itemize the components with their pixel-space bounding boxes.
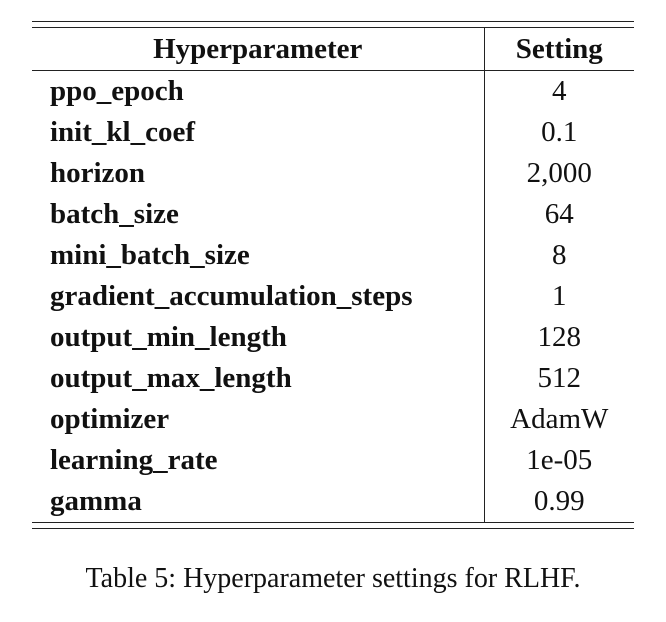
param-value: 1e-05: [484, 440, 634, 481]
hyperparameter-table-block: Hyperparameter Setting ppo_epoch 4 init_…: [32, 21, 634, 529]
param-value: 0.99: [484, 481, 634, 522]
hyperparameter-table: Hyperparameter Setting ppo_epoch 4 init_…: [32, 28, 634, 522]
table-row: batch_size 64: [32, 194, 634, 235]
table-row: output_min_length 128: [32, 317, 634, 358]
param-value: 2,000: [484, 153, 634, 194]
param-name: output_min_length: [32, 317, 484, 358]
param-value: 128: [484, 317, 634, 358]
table-caption: Table 5: Hyperparameter settings for RLH…: [0, 561, 666, 597]
table-row: optimizer AdamW: [32, 399, 634, 440]
param-value: 0.1: [484, 112, 634, 153]
top-double-rule: [32, 21, 634, 28]
param-name: output_max_length: [32, 358, 484, 399]
table-header-row: Hyperparameter Setting: [32, 28, 634, 71]
table-row: ppo_epoch 4: [32, 71, 634, 113]
param-value: AdamW: [484, 399, 634, 440]
param-name: horizon: [32, 153, 484, 194]
table-row: output_max_length 512: [32, 358, 634, 399]
param-name: mini_batch_size: [32, 235, 484, 276]
header-setting: Setting: [484, 28, 634, 71]
table-row: init_kl_coef 0.1: [32, 112, 634, 153]
param-name: gradient_accumulation_steps: [32, 276, 484, 317]
header-hyperparameter: Hyperparameter: [32, 28, 484, 71]
param-name: optimizer: [32, 399, 484, 440]
param-name: learning_rate: [32, 440, 484, 481]
param-name: gamma: [32, 481, 484, 522]
param-value: 4: [484, 71, 634, 113]
table-row: gamma 0.99: [32, 481, 634, 522]
param-value: 8: [484, 235, 634, 276]
table-row: learning_rate 1e-05: [32, 440, 634, 481]
param-name: ppo_epoch: [32, 71, 484, 113]
param-value: 64: [484, 194, 634, 235]
table-row: mini_batch_size 8: [32, 235, 634, 276]
table-row: gradient_accumulation_steps 1: [32, 276, 634, 317]
param-name: init_kl_coef: [32, 112, 484, 153]
param-value: 512: [484, 358, 634, 399]
param-name: batch_size: [32, 194, 484, 235]
bottom-double-rule: [32, 522, 634, 529]
table-row: horizon 2,000: [32, 153, 634, 194]
param-value: 1: [484, 276, 634, 317]
